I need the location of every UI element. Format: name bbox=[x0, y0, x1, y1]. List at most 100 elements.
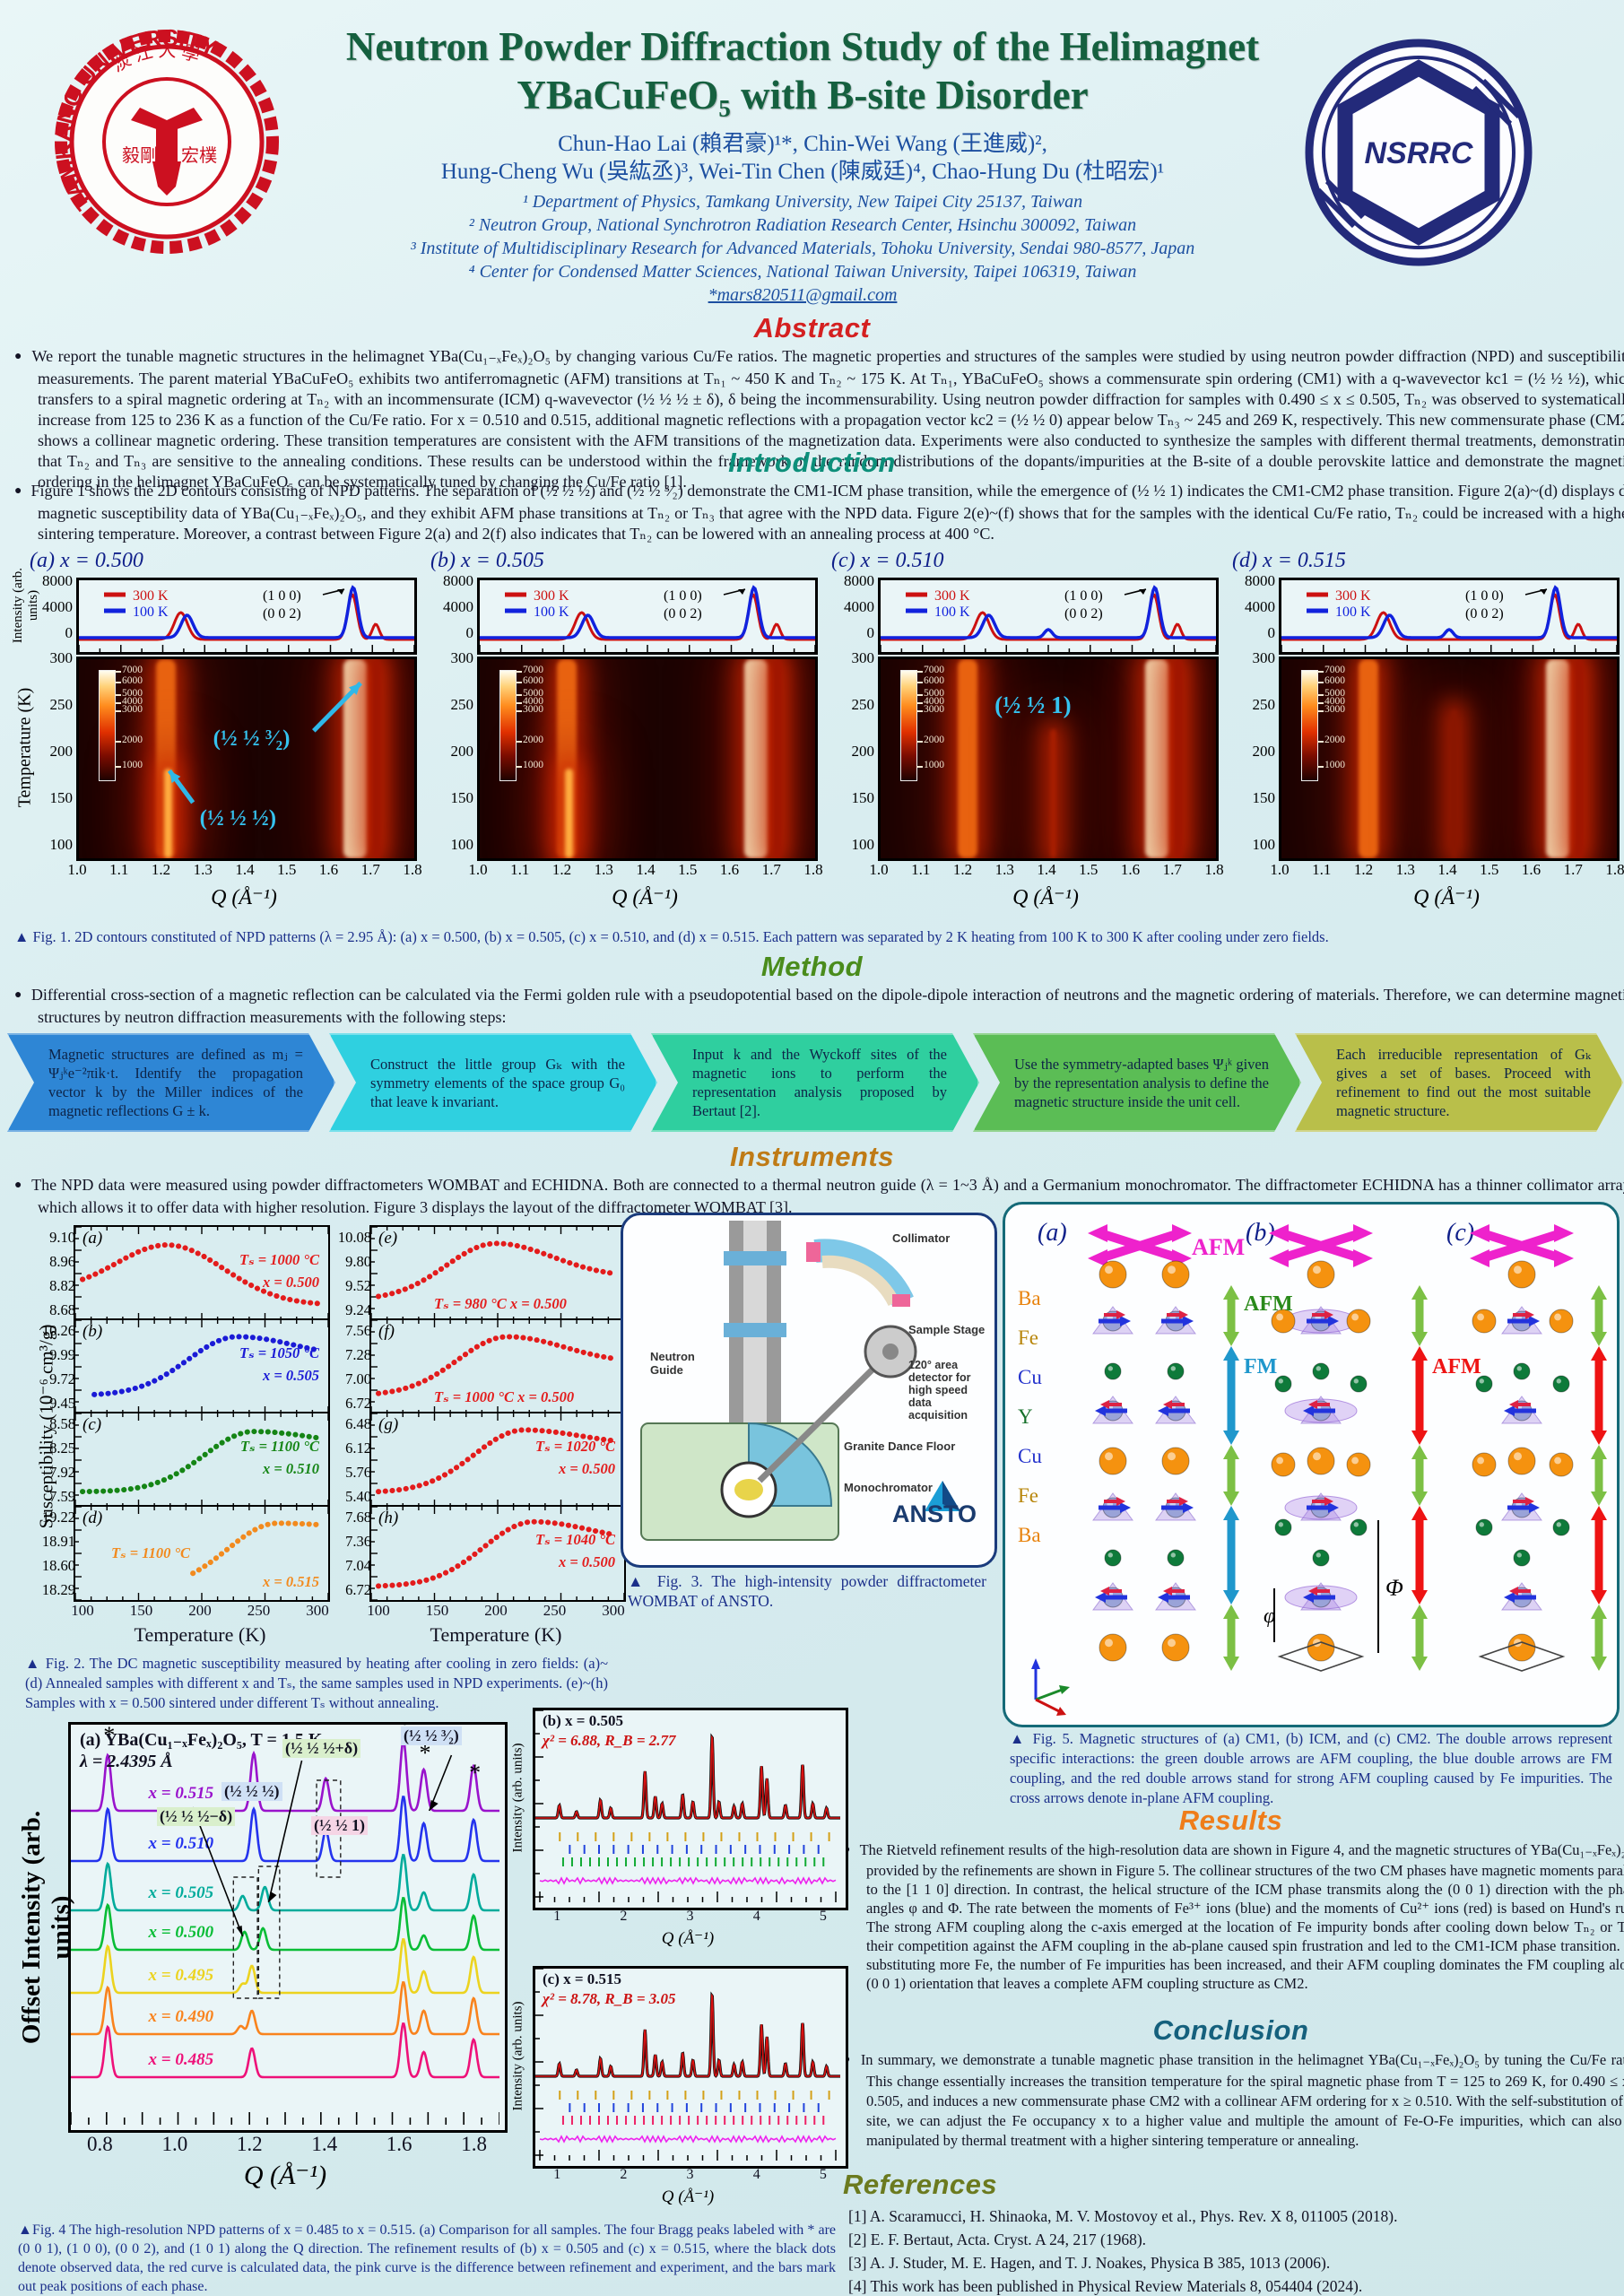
fig2-ytick: 9.24 bbox=[345, 1301, 371, 1318]
fig2-ylabel: Susceptibility (10⁻⁶ cm³/g) bbox=[35, 1324, 57, 1529]
introduction-text: ● Figure 1 shows the 2D contours consisti… bbox=[14, 482, 1624, 543]
fig2-panel-letter: (g) bbox=[378, 1415, 399, 1434]
rietveld-plot: (b) x = 0.505 χ² = 6.88, R_B = 2.77 bbox=[533, 1708, 848, 1910]
method-step-text: Use the symmetry-adapted bases Ψⱼᵏ given… bbox=[1014, 1055, 1269, 1110]
fig2-ytick: 19.22 bbox=[41, 1509, 75, 1526]
fig2-panel-letter: (f) bbox=[378, 1322, 395, 1341]
heat-stripe bbox=[1359, 659, 1379, 858]
fig1-ytick: 8000 bbox=[844, 572, 874, 589]
fig1-panel: (c) x = 0.510 300 K 100 K (1 0 0) (0 0 2) 800… bbox=[824, 549, 1224, 926]
fig1-temp-tick: 150 bbox=[1252, 789, 1276, 806]
abstract-heading: Abstract bbox=[753, 312, 871, 344]
fig2-ytick: 5.40 bbox=[345, 1488, 371, 1505]
fig2-ytick: 8.25 bbox=[49, 1439, 75, 1457]
fig2-panel-letter: (a) bbox=[83, 1229, 103, 1248]
svg-text:(c): (c) bbox=[1446, 1219, 1474, 1247]
fig4a-xtick: 0.8 bbox=[87, 2133, 113, 2155]
fig1-xtick: 1.5 bbox=[1480, 861, 1499, 878]
svg-text:x = 0.515: x = 0.515 bbox=[148, 1784, 214, 1803]
contact-email-link[interactable]: *mars820511@gmail.com bbox=[708, 285, 898, 305]
fig1-xtick: 1.3 bbox=[1395, 861, 1415, 878]
fig3-label-granite: Granite Dance Floor bbox=[844, 1439, 956, 1453]
fig4a-xtick: 1.2 bbox=[236, 2133, 263, 2155]
fig2-panel: (g) Tₛ = 1020 °C x = 0.500 bbox=[369, 1412, 626, 1509]
rietveld-xtick: 1 bbox=[553, 1909, 561, 1924]
fig1-heatmap: 7000 6000 5000 4000 3000 2000 1000 (½ ½ ³⁄₂) (½ … bbox=[76, 657, 417, 861]
fig1-temp-tick: 150 bbox=[851, 789, 875, 806]
fig1-xtick: 1.4 bbox=[1437, 861, 1457, 878]
fig1-temp-tick: 100 bbox=[1252, 836, 1276, 853]
rietveld-xtick: 5 bbox=[819, 1909, 827, 1924]
fig3-label-detector: 120° area detector for high speed data a… bbox=[908, 1359, 971, 1422]
fig1-ytick: 8000 bbox=[443, 572, 473, 589]
fig1-xtick: 1.3 bbox=[193, 861, 213, 878]
fig1-temp-tick: 100 bbox=[851, 836, 875, 853]
figure-1-caption: ▲ Fig. 1. 2D contours constituted of NPD… bbox=[14, 928, 1329, 945]
fig1-xtick: 1.0 bbox=[468, 861, 488, 878]
fig1-xtick: 1.7 bbox=[1563, 861, 1583, 878]
svg-text:Ba: Ba bbox=[1018, 1524, 1041, 1546]
rietveld-xtick: 3 bbox=[686, 1909, 694, 1924]
fig2-ytick: 9.80 bbox=[345, 1253, 371, 1270]
svg-text:Cu: Cu bbox=[1018, 1366, 1042, 1388]
svg-text:(1 0 0): (1 0 0) bbox=[1064, 588, 1103, 604]
fig4a-plot: x = 0.515 x = 0.510 x = 0.505 x = 0.500 x = … bbox=[68, 1711, 508, 2133]
figure-1: (a) x = 0.500 300 K 100 K (1 0 0) (0 0 2) 800… bbox=[0, 549, 1624, 926]
rietveld-header: (b) x = 0.505 bbox=[543, 1712, 623, 1729]
fig2-xtick: 300 bbox=[602, 1602, 625, 1619]
rietveld-xtick: 2 bbox=[620, 1909, 628, 1924]
fig2-ytick: 8.58 bbox=[49, 1415, 75, 1432]
svg-text:x = 0.485: x = 0.485 bbox=[148, 2050, 214, 2069]
method-step-1: Magnetic structures are defined as mⱼ = … bbox=[7, 1033, 335, 1132]
fig2-ytick: 8.82 bbox=[49, 1277, 75, 1294]
svg-text:Φ: Φ bbox=[1385, 1575, 1403, 1601]
fig2-panel: (f) Tₛ = 1000 °C x = 0.500 bbox=[369, 1318, 626, 1415]
fig3-label-monochromator: Monochromator bbox=[844, 1481, 933, 1494]
heat-stripe bbox=[1450, 709, 1457, 858]
svg-text:Fe: Fe bbox=[1018, 1484, 1038, 1507]
fig1-xtick: 1.5 bbox=[678, 861, 698, 878]
fig2-xtick: 200 bbox=[188, 1602, 212, 1619]
fig2-column: (e) Tₛ = 980 °C x = 0.500 10.08 9.80 9.52 9.2… bbox=[314, 1225, 630, 1647]
fig1-ytick: 4000 bbox=[844, 598, 874, 615]
fig2-ytick: 9.52 bbox=[345, 1277, 371, 1294]
figure-3: ​ ANSTO Collimator Sample Stage Neutron … bbox=[621, 1213, 997, 1568]
fig1-xtick: 1.8 bbox=[1204, 861, 1224, 878]
fig2-ytick: 6.72 bbox=[345, 1581, 371, 1598]
poster-title-line2: YBaCuFeO₅ with B-site Disorder bbox=[517, 73, 1089, 117]
fig1-heatmap: 7000 6000 5000 4000 3000 2000 1000 bbox=[477, 657, 818, 861]
fig1-colorbar-tick: 4000 bbox=[122, 696, 143, 707]
fig1-temp-tick: 200 bbox=[49, 743, 74, 760]
fig4a-xtick: 1.6 bbox=[386, 2133, 413, 2155]
fig2-label: Tₛ = 1000 °C x = 0.500 bbox=[434, 1387, 575, 1405]
fig1-ytick: 0 bbox=[1267, 624, 1276, 641]
svg-text:Ba: Ba bbox=[1018, 1287, 1041, 1309]
rietveld-xtick: 4 bbox=[752, 2167, 760, 2182]
fig2-ytick: 9.99 bbox=[49, 1346, 75, 1363]
fig1-heatmap: 7000 6000 5000 4000 3000 2000 1000 bbox=[1279, 657, 1620, 861]
method-step-text: Construct the little group Gₖ with the s… bbox=[370, 1055, 625, 1110]
fig1-xtick: 1.7 bbox=[360, 861, 380, 878]
heat-stripe bbox=[1546, 659, 1570, 858]
fig1-xtick: 1.6 bbox=[318, 861, 339, 878]
rietveld-chi2: χ² = 8.78, R_B = 3.05 bbox=[543, 1990, 676, 2007]
heat-stripe bbox=[744, 659, 769, 858]
fig1-panel: (a) x = 0.500 300 K 100 K (1 0 0) (0 0 2) 800… bbox=[11, 549, 422, 926]
fig1-colorbar-tick: 3000 bbox=[523, 704, 543, 715]
fig1-ytick: 0 bbox=[65, 624, 74, 641]
fig1-annotation: (½ ½ ³⁄₂) bbox=[213, 726, 291, 752]
fig3-label-sample-stage: Sample Stage bbox=[908, 1323, 986, 1336]
fig1-colorbar-tick: 3000 bbox=[122, 704, 143, 715]
fig1-xlabel: Q (Å⁻¹) bbox=[211, 886, 277, 909]
svg-text:(1 0 0): (1 0 0) bbox=[664, 588, 702, 604]
figure-5-caption: ▲ Fig. 5. Magnetic structures of (a) CM1… bbox=[1010, 1730, 1612, 1806]
fig1-xtick: 1.7 bbox=[1162, 861, 1182, 878]
fig1-colorbar-tick: 6000 bbox=[523, 675, 543, 686]
fig2-panel: (h) Tₛ = 1040 °C x = 0.500 bbox=[369, 1505, 626, 1602]
fig1-xtick: 1.8 bbox=[803, 861, 823, 878]
svg-text:(0 0 2): (0 0 2) bbox=[1465, 606, 1504, 622]
fig1-panel-label: (a) x = 0.500 bbox=[30, 549, 143, 572]
fig2-ytick: 18.29 bbox=[41, 1581, 75, 1598]
fig1-colorbar-tick: 1000 bbox=[1324, 760, 1345, 770]
references-list: [1] A. Scaramucci, H. Shinaoka, M. V. Mo… bbox=[848, 2205, 1620, 2296]
